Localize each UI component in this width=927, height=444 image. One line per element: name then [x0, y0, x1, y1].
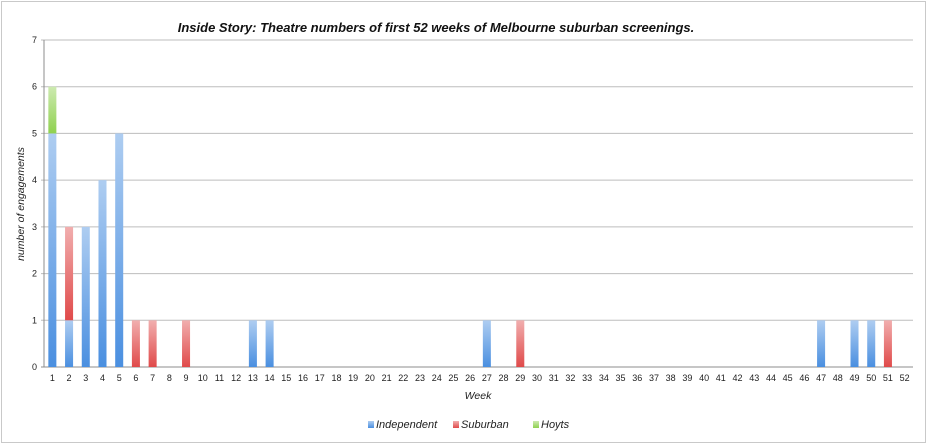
- x-axis-ticks: 1 2 3 4 5 6 7 8 9 10 11 12 13 14 15 16 17 18 19 20 21 22 23 24 2…: [50, 373, 910, 383]
- x-tick-label: 49: [850, 373, 860, 383]
- bar-independent-week-2: [65, 320, 74, 367]
- x-tick-label: 23: [415, 373, 425, 383]
- x-tick-label: 30: [532, 373, 542, 383]
- y-tick-label: 6: [32, 82, 37, 92]
- bar-independent-week-14: [265, 320, 274, 367]
- bar-independent-week-13: [248, 320, 257, 367]
- bar-suburban-week-29: [516, 320, 525, 367]
- chart-title: Inside Story: Theatre numbers of first 5…: [178, 20, 695, 35]
- bar-independent-week-27: [482, 320, 491, 367]
- x-tick-label: 51: [883, 373, 893, 383]
- x-tick-label: 25: [448, 373, 458, 383]
- x-tick-label: 36: [632, 373, 642, 383]
- x-tick-label: 47: [816, 373, 826, 383]
- x-tick-label: 18: [331, 373, 341, 383]
- x-tick-label: 43: [749, 373, 759, 383]
- bar-suburban-week-6: [131, 320, 140, 367]
- x-tick-label: 26: [465, 373, 475, 383]
- x-tick-label: 2: [67, 373, 72, 383]
- x-tick-label: 33: [582, 373, 592, 383]
- x-tick-label: 6: [133, 373, 138, 383]
- bar-independent-week-1: [48, 133, 57, 367]
- legend-swatch-suburban: [453, 421, 459, 428]
- x-tick-label: 37: [649, 373, 659, 383]
- y-tick-label: 0: [32, 362, 37, 372]
- x-tick-label: 31: [549, 373, 559, 383]
- x-tick-label: 46: [799, 373, 809, 383]
- bar-suburban-week-51: [883, 320, 892, 367]
- legend-swatch-independent: [368, 421, 374, 428]
- y-tick-label: 1: [32, 315, 37, 325]
- x-tick-label: 28: [499, 373, 509, 383]
- x-tick-label: 5: [117, 373, 122, 383]
- bar-independent-week-5: [115, 133, 124, 367]
- x-tick-label: 38: [666, 373, 676, 383]
- y-tick-label: 2: [32, 269, 37, 279]
- x-tick-label: 16: [298, 373, 308, 383]
- x-tick-label: 35: [616, 373, 626, 383]
- bar-hoyts-week-1: [48, 86, 57, 134]
- x-tick-label: 24: [432, 373, 442, 383]
- y-axis-ticks: 0 1 2 3 4 5 6 7: [32, 35, 37, 372]
- bar-independent-week-49: [850, 320, 859, 367]
- x-tick-label: 21: [382, 373, 392, 383]
- x-tick-label: 39: [682, 373, 692, 383]
- bar-independent-week-3: [81, 226, 90, 367]
- x-tick-label: 12: [231, 373, 241, 383]
- x-tick-label: 48: [833, 373, 843, 383]
- bar-independent-week-47: [817, 320, 826, 367]
- bar-independent-week-4: [98, 180, 107, 367]
- legend: Independent Suburban Hoyts: [368, 419, 570, 431]
- x-tick-label: 10: [198, 373, 208, 383]
- x-tick-label: 45: [783, 373, 793, 383]
- legend-label-hoyts: Hoyts: [541, 419, 570, 431]
- x-tick-label: 1: [50, 373, 55, 383]
- y-tick-label: 4: [32, 175, 37, 185]
- x-tick-label: 40: [699, 373, 709, 383]
- x-tick-label: 41: [716, 373, 726, 383]
- x-tick-label: 20: [365, 373, 375, 383]
- y-tick-label: 7: [32, 35, 37, 45]
- y-axis-label: number of engagements: [15, 146, 27, 261]
- x-tick-label: 22: [398, 373, 408, 383]
- x-tick-label: 52: [900, 373, 910, 383]
- legend-label-suburban: Suburban: [461, 419, 509, 431]
- bar-suburban-week-7: [148, 320, 157, 367]
- x-tick-label: 19: [348, 373, 358, 383]
- legend-label-independent: Independent: [376, 419, 438, 431]
- x-tick-label: 42: [733, 373, 743, 383]
- y-tick-label: 3: [32, 222, 37, 232]
- x-tick-label: 7: [150, 373, 155, 383]
- bar-suburban-week-9: [182, 320, 191, 367]
- grid-lines: [41, 39, 913, 368]
- x-tick-label: 32: [565, 373, 575, 383]
- x-tick-label: 27: [482, 373, 492, 383]
- x-tick-label: 50: [866, 373, 876, 383]
- x-tick-label: 11: [215, 373, 224, 383]
- x-tick-label: 3: [83, 373, 88, 383]
- x-tick-label: 13: [248, 373, 258, 383]
- x-tick-label: 17: [315, 373, 325, 383]
- legend-swatch-hoyts: [533, 421, 539, 428]
- x-tick-label: 14: [265, 373, 275, 383]
- bar-independent-week-50: [867, 320, 876, 367]
- x-tick-label: 8: [167, 373, 172, 383]
- bars: [48, 86, 892, 367]
- x-tick-label: 15: [281, 373, 291, 383]
- x-tick-label: 4: [100, 373, 105, 383]
- x-tick-label: 44: [766, 373, 776, 383]
- bar-suburban-week-2: [65, 226, 74, 321]
- y-tick-label: 5: [32, 128, 37, 138]
- x-tick-label: 9: [184, 373, 189, 383]
- x-tick-label: 34: [599, 373, 609, 383]
- x-axis-label: Week: [465, 390, 492, 402]
- x-tick-label: 29: [515, 373, 525, 383]
